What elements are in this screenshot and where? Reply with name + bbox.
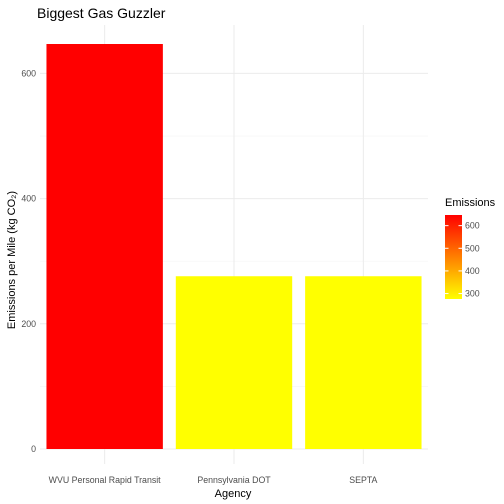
- y-tick-label: 0: [31, 444, 36, 454]
- legend-tick-label: 300: [465, 289, 480, 299]
- x-tick-label: SEPTA: [349, 475, 377, 485]
- bar: [175, 276, 293, 449]
- y-axis-title: Emissions per Mile (kg CO₂): [6, 191, 18, 329]
- y-tick-label: 200: [21, 319, 36, 329]
- bar: [305, 276, 422, 449]
- legend-colorbar: [445, 215, 462, 299]
- x-axis-title: Agency: [215, 488, 252, 500]
- x-axis-ticks: WVU Personal Rapid Transit Pennsylvania D…: [49, 475, 378, 485]
- legend-title: Emissions: [445, 197, 496, 209]
- bars: [46, 44, 422, 449]
- legend-tick-label: 600: [465, 221, 480, 231]
- bar: [46, 44, 163, 449]
- x-tick-label: WVU Personal Rapid Transit: [49, 475, 162, 485]
- legend-ticks: 300 400 500 600: [445, 221, 480, 299]
- legend-tick-label: 400: [465, 266, 480, 276]
- y-axis-ticks: 0 200 400 600: [21, 68, 36, 454]
- legend-tick-label: 500: [465, 243, 480, 253]
- legend: Emissions 300 400 500 600: [445, 197, 496, 299]
- x-tick-label: Pennsylvania DOT: [197, 475, 271, 485]
- y-tick-label: 600: [21, 68, 36, 78]
- chart-title: Biggest Gas Guzzler: [37, 5, 166, 21]
- y-tick-label: 400: [21, 194, 36, 204]
